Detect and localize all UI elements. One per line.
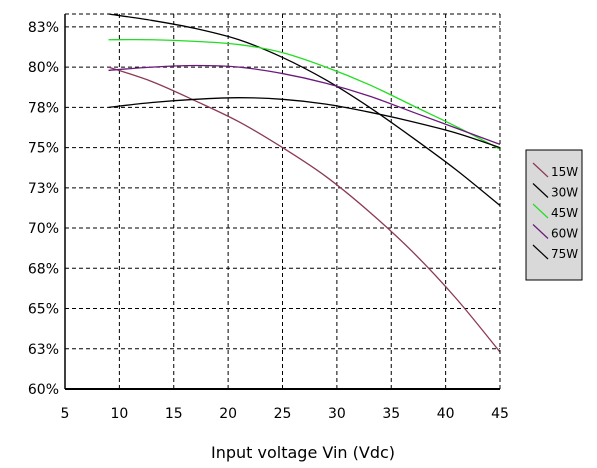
series-group — [108, 13, 501, 353]
series-line-75w — [108, 97, 501, 149]
legend-label: 45W — [551, 206, 578, 220]
x-tick-label: 40 — [437, 406, 455, 422]
legend-label: 75W — [551, 247, 578, 261]
legend: 15W 30W 45W 60W 75W — [525, 149, 583, 281]
legend-label: 15W — [551, 165, 578, 179]
grid — [65, 14, 500, 390]
x-tick-label: 20 — [219, 406, 237, 422]
series-line-60w — [108, 64, 501, 145]
legend-swatch — [532, 203, 549, 219]
series-line-45w — [108, 38, 501, 150]
legend-swatch — [532, 183, 549, 198]
legend-swatch — [532, 244, 549, 260]
y-tick-label: 63% — [28, 342, 59, 358]
y-tick-label: 80% — [28, 60, 59, 76]
legend-label: 30W — [551, 186, 578, 200]
x-tick-label: 25 — [274, 406, 292, 422]
series-line-30w — [108, 13, 501, 207]
legend-box — [525, 149, 583, 281]
x-tick-label: 30 — [328, 406, 346, 422]
y-tick-label: 75% — [28, 141, 59, 157]
y-tick-label: 70% — [28, 221, 59, 237]
y-tick-label: 65% — [28, 302, 59, 318]
legend-swatch — [532, 224, 549, 239]
x-tick-label: 45 — [491, 406, 509, 422]
y-tick-label: 83% — [28, 20, 59, 36]
legend-label: 60W — [551, 227, 578, 241]
y-tick-label: 60% — [28, 382, 59, 398]
x-tick-label: 5 — [61, 406, 70, 422]
y-tick-label: 68% — [28, 261, 59, 277]
axes — [64, 13, 501, 390]
x-tick-label: 35 — [382, 406, 400, 422]
y-tick-label: 78% — [28, 100, 59, 116]
x-axis-label: Input voltage Vin (Vdc) — [211, 443, 395, 462]
legend-swatch — [532, 162, 549, 178]
tick-labels: 60% 63% 65% 68% 70% 73% 75% 78% 80% 83% 5 10 15 20 25 3… — [28, 20, 509, 422]
series-line-15w — [108, 66, 501, 353]
x-tick-label: 10 — [110, 406, 128, 422]
x-tick-label: 15 — [165, 406, 183, 422]
y-tick-label: 73% — [28, 181, 59, 197]
